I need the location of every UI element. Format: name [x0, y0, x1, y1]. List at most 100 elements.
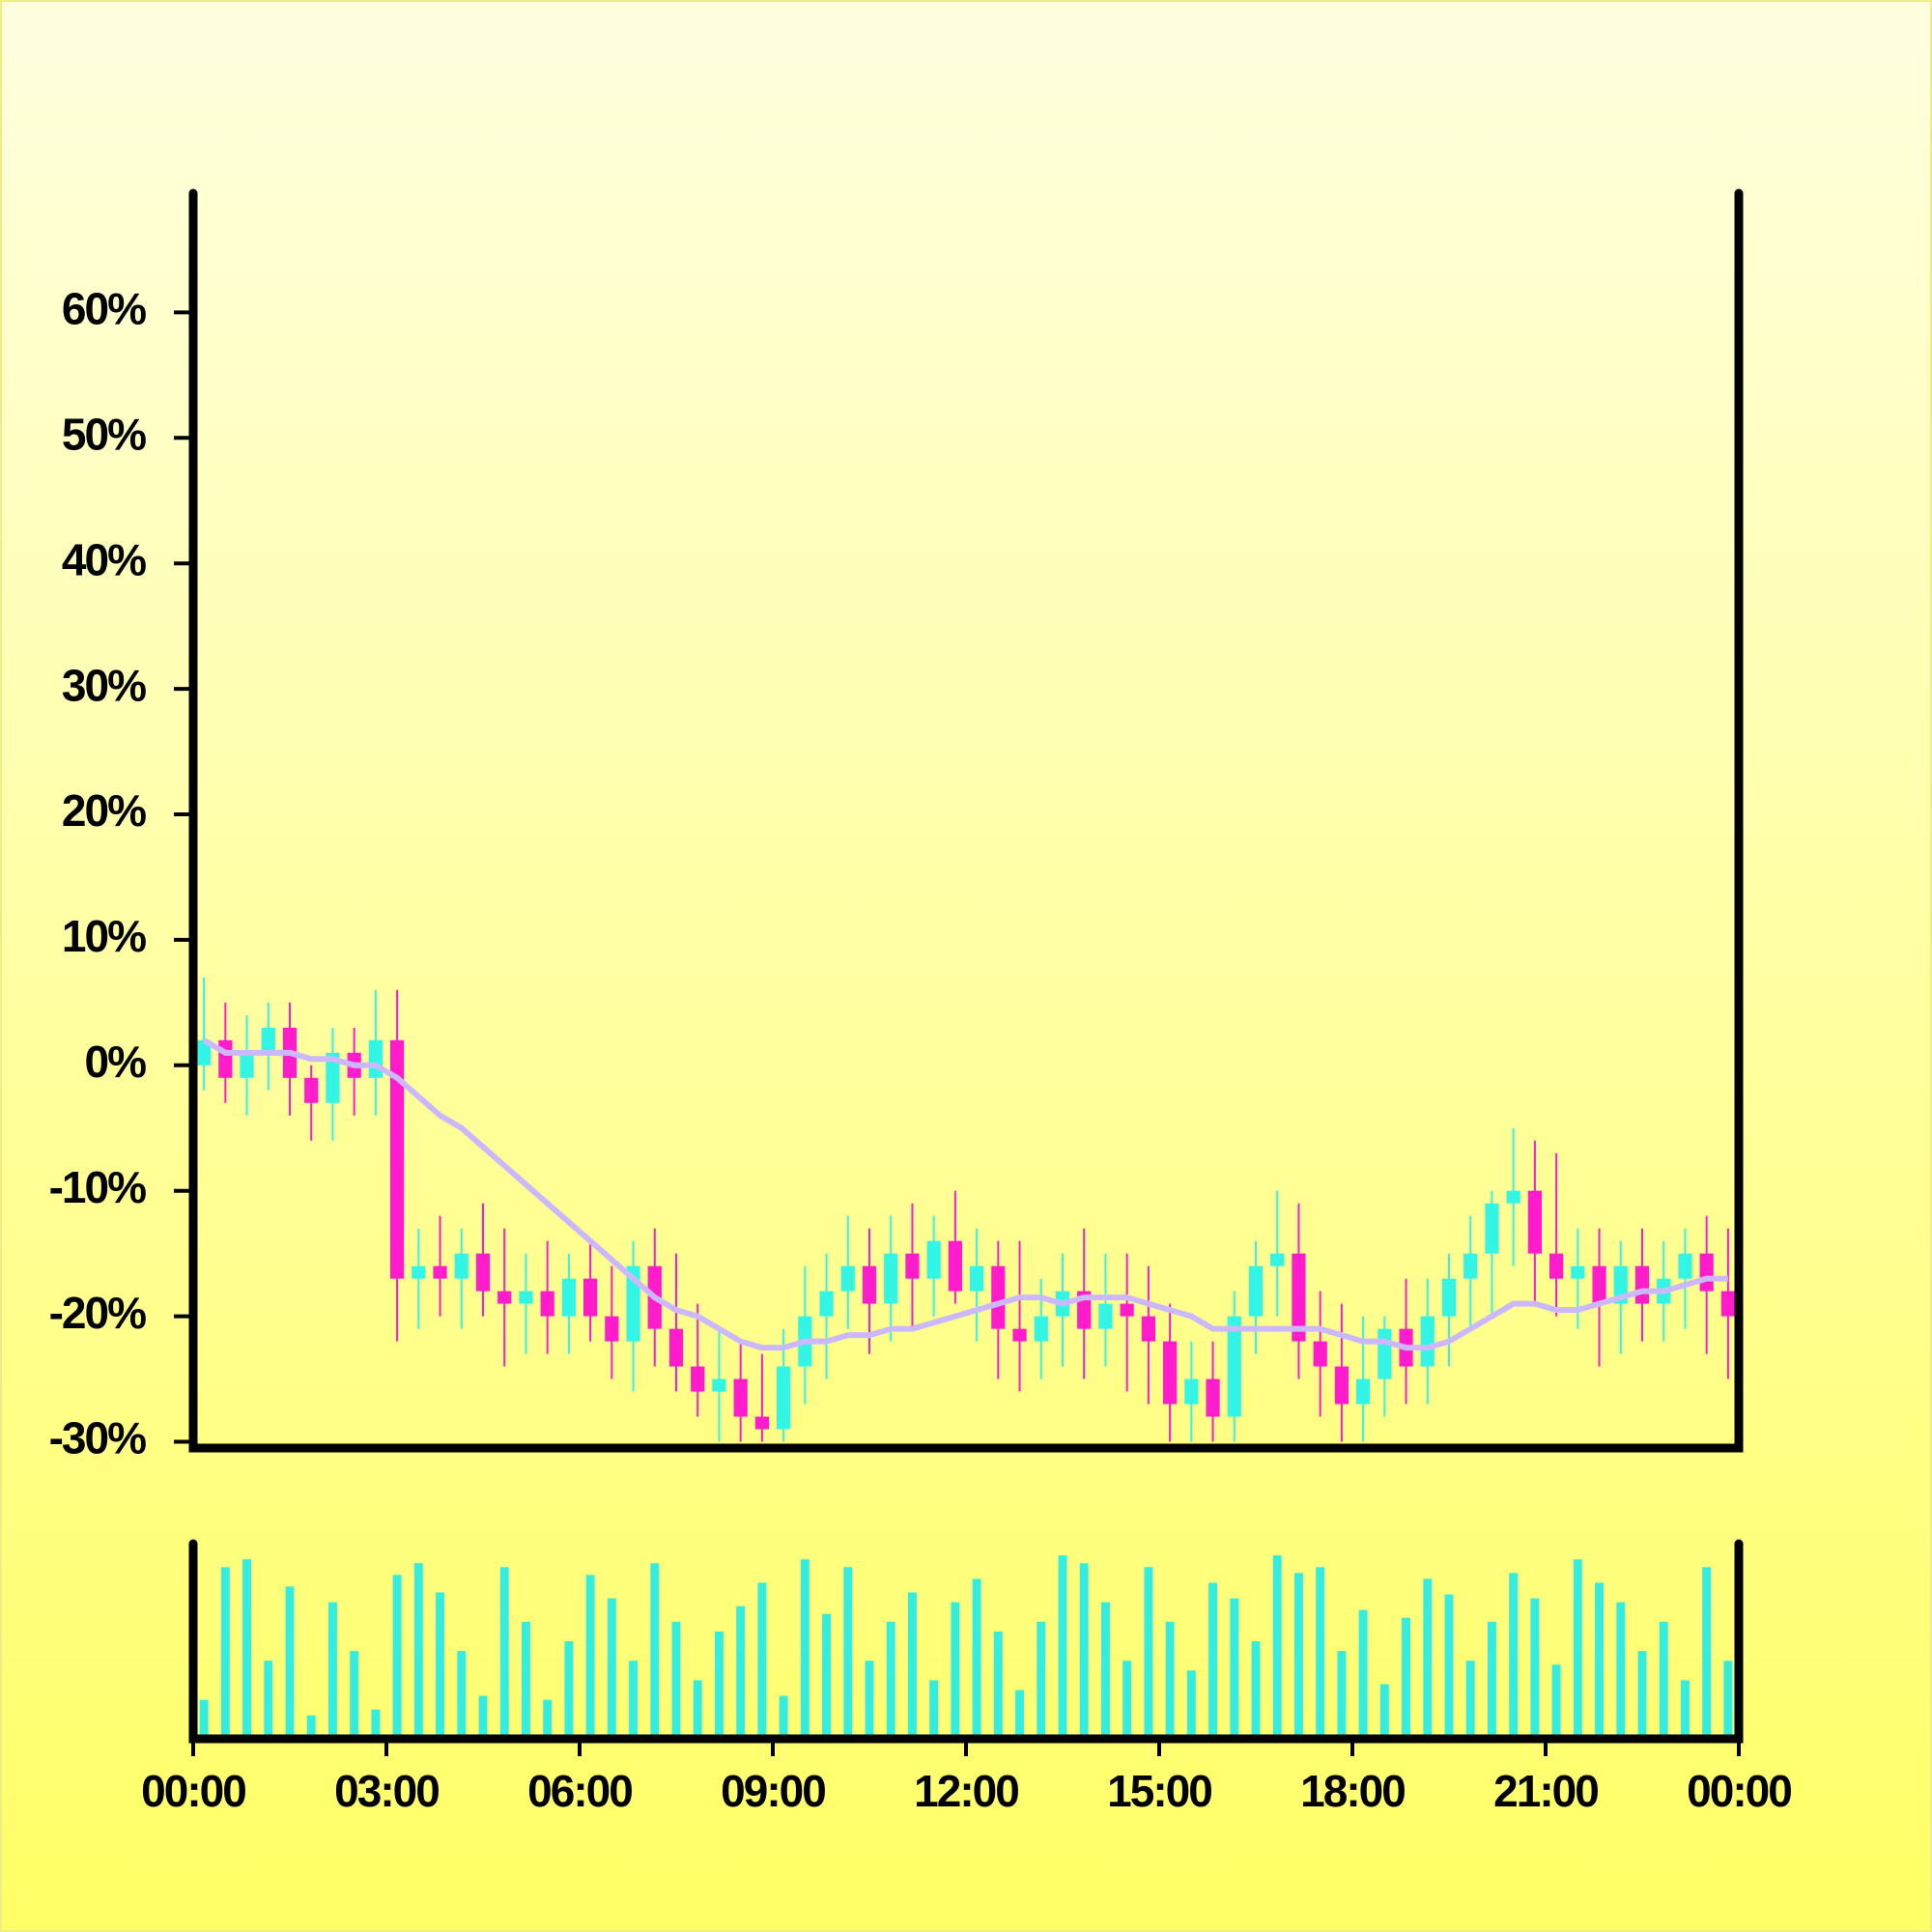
volume-bar: [199, 1699, 209, 1739]
volume-bar: [1122, 1661, 1132, 1739]
candle-body: [1012, 1328, 1027, 1342]
candle-body: [1378, 1328, 1392, 1379]
volume-bar: [1444, 1594, 1454, 1739]
candle-body: [991, 1265, 1006, 1329]
candle-body: [433, 1265, 447, 1279]
candle-body: [497, 1291, 512, 1304]
volume-bar: [285, 1586, 295, 1739]
volume-bar: [564, 1641, 574, 1739]
candle-body: [390, 1039, 405, 1279]
candle-body: [454, 1253, 469, 1279]
candle-body: [1720, 1291, 1735, 1317]
candle-body: [691, 1366, 705, 1392]
volume-bar: [436, 1592, 444, 1739]
volume-bar: [328, 1602, 337, 1739]
candle-body: [1034, 1316, 1048, 1342]
volume-bar: [736, 1605, 746, 1739]
x-tick-label: 21:00: [1493, 1766, 1598, 1816]
candle-body: [840, 1265, 855, 1292]
candle-body: [368, 1039, 383, 1078]
candle-body: [1485, 1203, 1499, 1254]
x-tick-label: 03:00: [334, 1766, 439, 1816]
candle-body: [1334, 1366, 1349, 1405]
candle-body: [1356, 1378, 1371, 1405]
y-tick-label: 60%: [62, 284, 146, 334]
candle-body: [475, 1253, 491, 1292]
volume-bar: [1530, 1598, 1540, 1739]
candle-body: [261, 1027, 275, 1053]
candle-body: [412, 1265, 426, 1279]
volume-bar: [371, 1709, 381, 1739]
volume-bar: [392, 1575, 402, 1739]
volume-bar: [1637, 1651, 1647, 1739]
volume-bar: [865, 1661, 874, 1739]
candle-body: [240, 1052, 254, 1078]
price-panel: [197, 977, 1735, 1442]
volume-bar: [478, 1695, 488, 1739]
volume-bar: [585, 1575, 595, 1739]
volume-bar: [1144, 1567, 1153, 1739]
candle-body: [1699, 1253, 1714, 1292]
candle-body: [1506, 1190, 1520, 1204]
volume-bar: [715, 1631, 724, 1739]
volume-bar: [886, 1621, 895, 1739]
volume-bar: [413, 1563, 423, 1739]
candle-body: [948, 1240, 962, 1292]
candle-body: [1292, 1253, 1306, 1342]
x-tick-label: 00:00: [1687, 1766, 1791, 1816]
volume-bar: [543, 1699, 553, 1739]
candle-body: [1227, 1316, 1241, 1417]
volume-frame: [188, 1539, 1744, 1744]
volume-bar: [1208, 1582, 1217, 1739]
volume-bar: [457, 1651, 467, 1739]
y-tick-label: 0%: [85, 1037, 147, 1087]
candle-body: [1634, 1265, 1650, 1304]
volume-bar: [1379, 1684, 1389, 1739]
moving-average: [202, 1037, 1728, 1351]
candle-body: [197, 1039, 212, 1065]
candle-body: [754, 1416, 769, 1430]
volume-bar: [1465, 1661, 1475, 1739]
candle-body: [884, 1253, 898, 1304]
volume-bar: [822, 1613, 831, 1739]
volume-bar: [1294, 1573, 1303, 1739]
volume-bar: [779, 1695, 788, 1739]
volume-bar: [1509, 1573, 1519, 1739]
volume-bar: [522, 1621, 530, 1739]
volume-bar: [1423, 1578, 1433, 1739]
candle-body: [1141, 1316, 1155, 1342]
y-tick-label: 30%: [62, 660, 146, 710]
candle-body: [1463, 1253, 1478, 1279]
volume-bar: [1702, 1567, 1712, 1739]
volume-bar: [1402, 1617, 1410, 1739]
volume-bar: [242, 1559, 251, 1739]
candle-body: [1549, 1253, 1564, 1279]
candle-body: [970, 1265, 984, 1292]
volume-bar: [1358, 1609, 1368, 1739]
x-tick-label: 18:00: [1300, 1766, 1405, 1816]
y-tick-label: 40%: [62, 534, 146, 584]
candle-body: [1313, 1341, 1327, 1367]
volume-bar: [951, 1602, 960, 1739]
volume-bar: [1037, 1621, 1046, 1739]
candle-body: [733, 1378, 748, 1417]
volume-bar: [1316, 1567, 1325, 1739]
candle-body: [926, 1240, 941, 1279]
candle-body: [218, 1039, 233, 1078]
price-frame: [188, 188, 1744, 1453]
candle-body: [777, 1366, 791, 1430]
candle-body: [1120, 1303, 1134, 1317]
y-tick-label: 50%: [62, 409, 146, 459]
volume-bar: [1681, 1680, 1690, 1739]
candle-body: [605, 1316, 619, 1342]
volume-bar: [629, 1661, 638, 1739]
candle-body: [1571, 1265, 1585, 1279]
y-tick-label: 10%: [62, 911, 146, 961]
candle-body: [1163, 1341, 1178, 1405]
candle-body: [1248, 1265, 1264, 1317]
volume-bar: [1488, 1621, 1496, 1739]
y-tick-label: -10%: [49, 1162, 146, 1212]
candle-body: [905, 1253, 920, 1279]
candle-body: [668, 1328, 684, 1367]
